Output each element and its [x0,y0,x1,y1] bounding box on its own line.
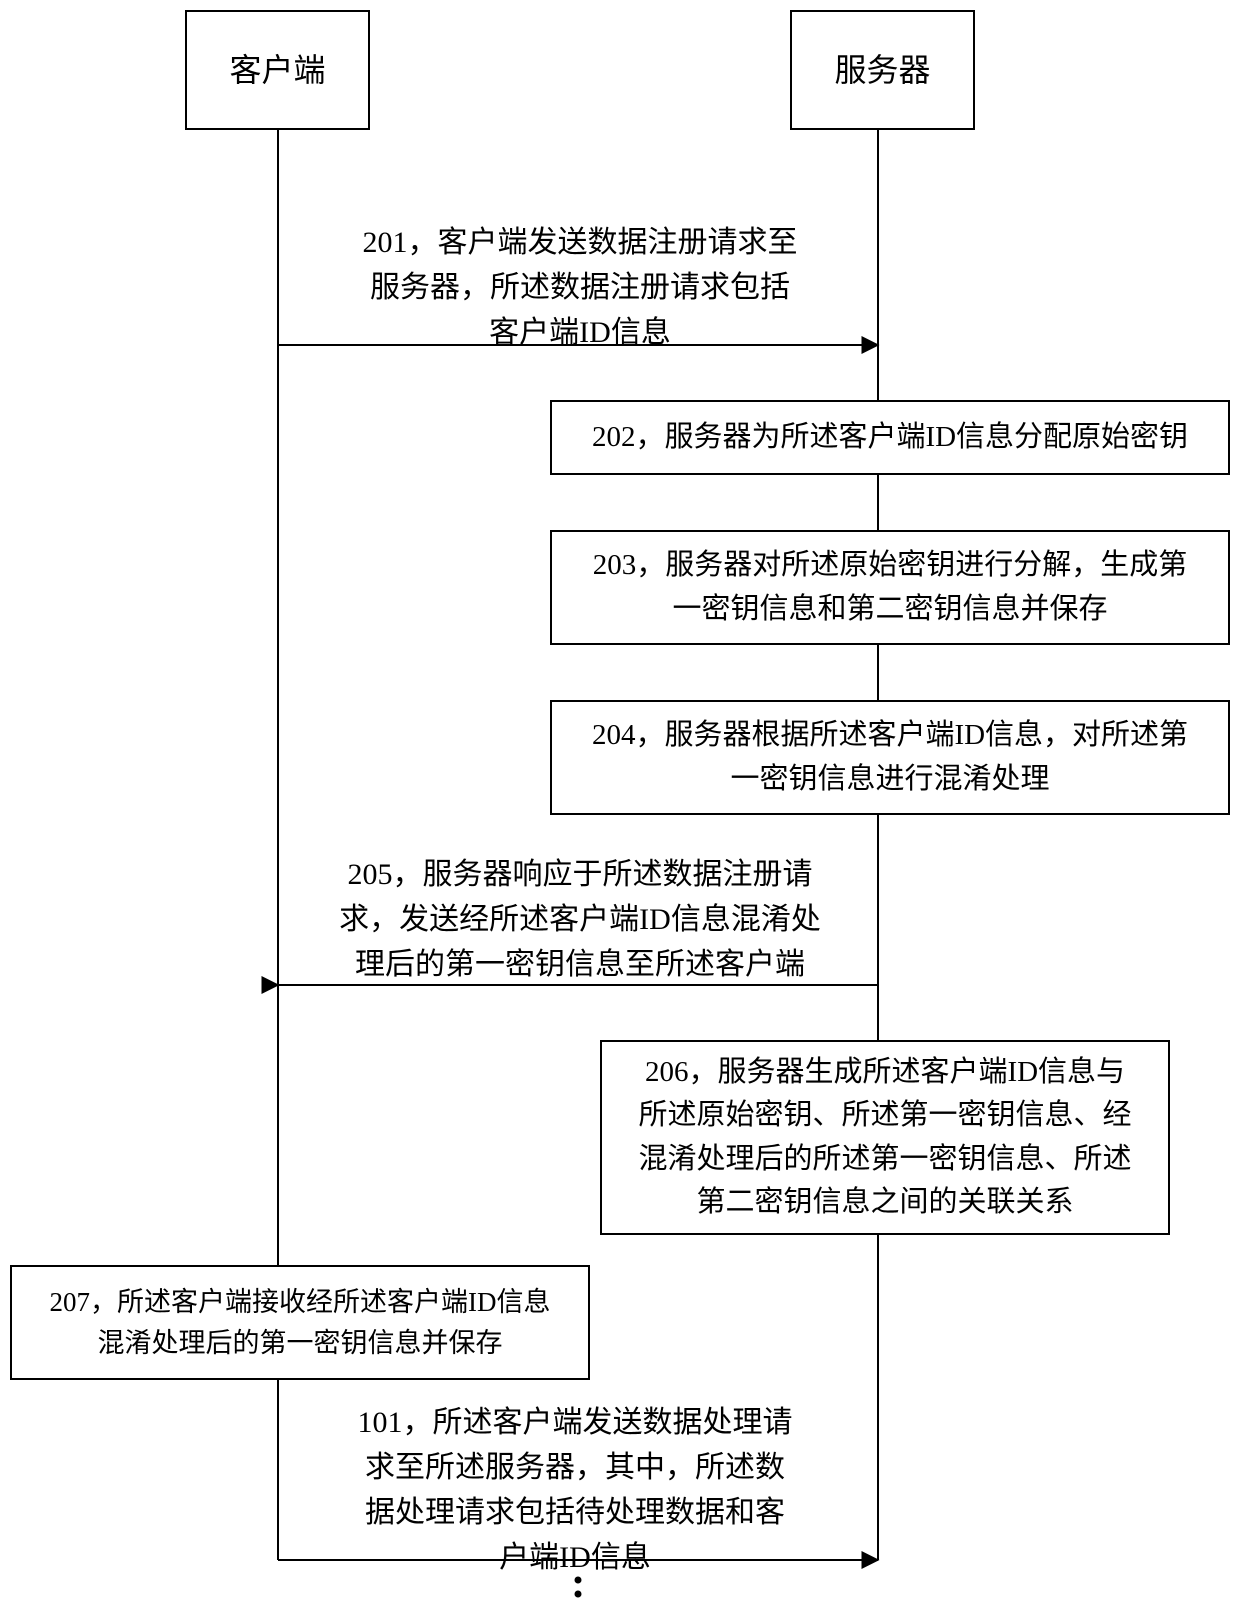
actor-client-label: 客户端 [229,46,325,94]
step-204-box: 204，服务器根据所述客户端ID信息，对所述第 一密钥信息进行混淆处理 [550,700,1230,815]
step-202-text: 202，服务器为所述客户端ID信息分配原始密钥 [592,416,1188,460]
step-202-box: 202，服务器为所述客户端ID信息分配原始密钥 [550,400,1230,475]
step-207-text: 207，所述客户端接收经所述客户端ID信息 混淆处理后的第一密钥信息并保存 [50,1282,551,1363]
actor-client-box: 客户端 [185,10,370,130]
step-203-box: 203，服务器对所述原始密钥进行分解，生成第 一密钥信息和第二密钥信息并保存 [550,530,1230,645]
step-207-box: 207，所述客户端接收经所述客户端ID信息 混淆处理后的第一密钥信息并保存 [10,1265,590,1380]
message-201-label: 201，客户端发送数据注册请求至 服务器，所述数据注册请求包括 客户端ID信息 [300,220,860,355]
message-101-label: 101，所述客户端发送数据处理请 求至所述服务器，其中，所述数 据处理请求包括待… [310,1400,840,1580]
step-206-text: 206，服务器生成所述客户端ID信息与 所述原始密钥、所述第一密钥信息、经 混淆… [638,1051,1131,1225]
step-203-text: 203，服务器对所述原始密钥进行分解，生成第 一密钥信息和第二密钥信息并保存 [593,544,1188,631]
step-206-box: 206，服务器生成所述客户端ID信息与 所述原始密钥、所述第一密钥信息、经 混淆… [600,1040,1170,1235]
actor-server-box: 服务器 [790,10,975,130]
step-204-text: 204，服务器根据所述客户端ID信息，对所述第 一密钥信息进行混淆处理 [592,714,1188,801]
actor-server-label: 服务器 [834,46,930,94]
message-205-label: 205，服务器响应于所述数据注册请 求，发送经所述客户端ID信息混淆处 理后的第… [300,852,860,987]
